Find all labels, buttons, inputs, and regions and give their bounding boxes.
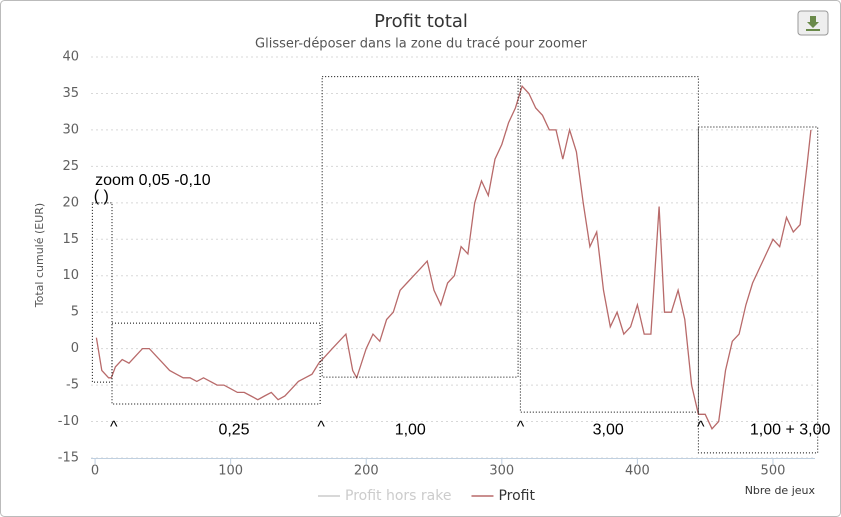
- x-axis-label: Nbre de jeux: [745, 484, 816, 497]
- annotation: zoom 0,05 -0,10: [95, 172, 211, 189]
- x-tick-label: 400: [625, 464, 650, 479]
- y-tick-label: 30: [62, 122, 79, 137]
- annotation: ^: [517, 419, 525, 436]
- y-tick-label: 15: [62, 232, 79, 247]
- y-tick-label: 25: [62, 159, 79, 174]
- x-tick-label: 300: [489, 464, 514, 479]
- export-button[interactable]: [797, 10, 829, 36]
- annotation: 0,25: [218, 422, 249, 439]
- annotation: 3,00: [593, 422, 624, 439]
- chart-subtitle: Glisser-déposer dans la zone du tracé po…: [255, 37, 588, 52]
- y-tick-label: 40: [62, 50, 79, 65]
- legend-label[interactable]: Profit: [498, 488, 535, 504]
- y-axis-label: Total cumulé (EUR): [33, 203, 46, 308]
- zoom-box: [321, 76, 519, 378]
- y-tick-label: 5: [71, 305, 79, 320]
- y-tick-label: 10: [62, 268, 79, 283]
- y-tick-label: -5: [66, 378, 79, 393]
- x-tick-label: 0: [91, 464, 99, 479]
- chart-title: Profit total: [374, 11, 468, 32]
- y-tick-label: 35: [62, 86, 79, 101]
- zoom-box: [91, 202, 113, 383]
- annotation: ^: [697, 419, 705, 436]
- annotation: 1,00 + 3,00: [750, 422, 831, 439]
- legend-label[interactable]: Profit hors rake: [345, 488, 451, 504]
- annotation: ( ): [94, 188, 109, 205]
- y-tick-label: 0: [71, 341, 79, 356]
- series-line: [95, 84, 812, 430]
- annotation: ^: [110, 419, 118, 436]
- x-tick-label: 100: [218, 464, 243, 479]
- annotation: 1,00: [395, 422, 426, 439]
- y-tick-label: 20: [62, 195, 79, 210]
- zoom-box: [111, 322, 321, 405]
- zoom-box: [697, 126, 819, 454]
- annotation: ^: [317, 419, 325, 436]
- zoom-box: [519, 76, 699, 413]
- x-tick-label: 200: [354, 464, 379, 479]
- x-tick-label: 500: [761, 464, 786, 479]
- y-tick-label: -15: [58, 451, 79, 466]
- y-tick-label: -10: [58, 414, 79, 429]
